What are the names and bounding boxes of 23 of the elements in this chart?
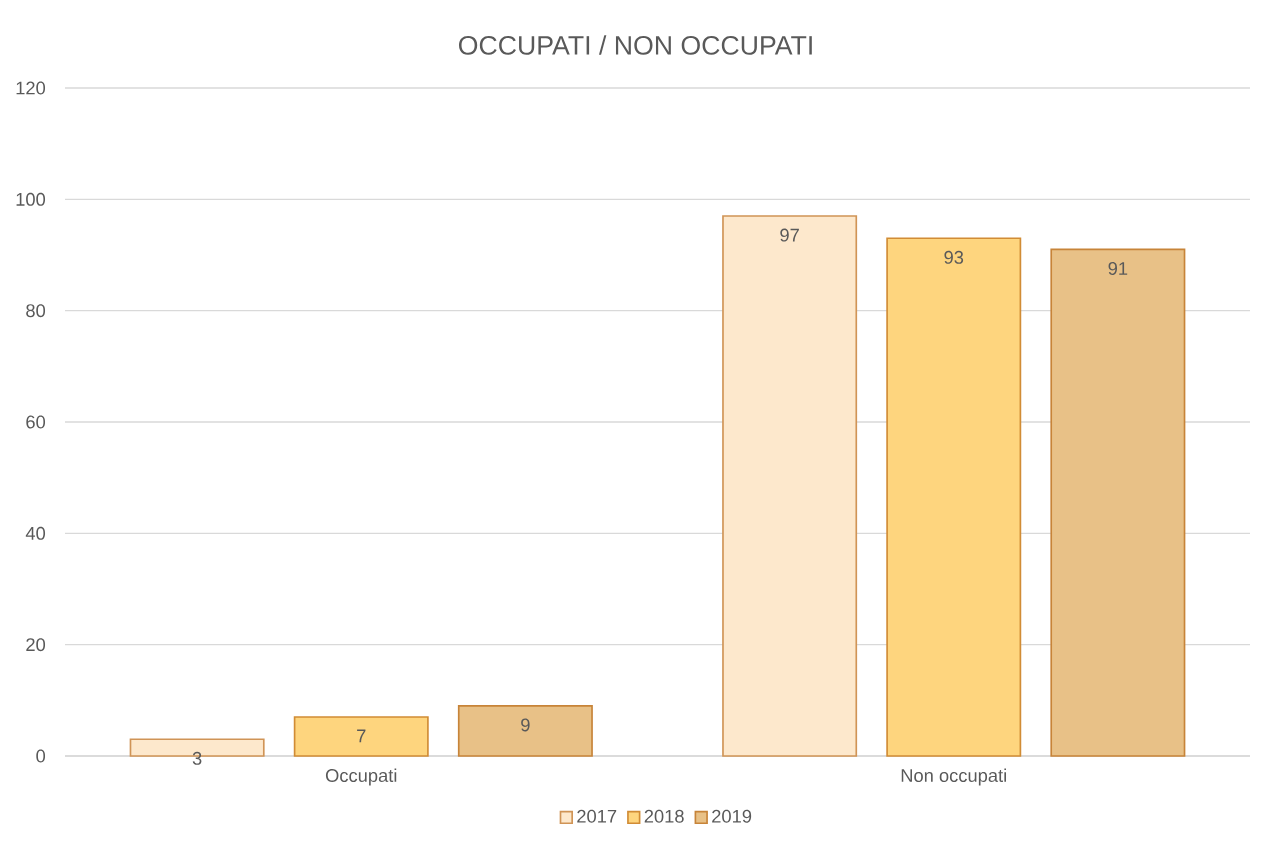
data-label: 7 xyxy=(357,729,366,743)
bar xyxy=(457,705,593,757)
legend-label: 2019 xyxy=(712,809,752,823)
y-tick-label: 80 xyxy=(26,304,46,318)
y-tick-label: 40 xyxy=(25,526,46,540)
bar xyxy=(722,215,858,757)
data-label: 91 xyxy=(1108,262,1128,275)
bar xyxy=(886,237,1022,757)
y-tick-label: 100 xyxy=(16,192,46,206)
x-tick-label: Occupati xyxy=(325,768,397,786)
legend-label: 2017 xyxy=(577,809,617,823)
y-tick-label: 20 xyxy=(26,638,46,652)
y-tick-label: 60 xyxy=(26,415,46,429)
y-tick-label: 0 xyxy=(36,749,46,763)
data-label: 9 xyxy=(521,718,530,732)
data-label: 93 xyxy=(944,250,964,264)
bar xyxy=(293,716,429,757)
bar xyxy=(1050,248,1186,757)
data-label: 97 xyxy=(780,228,799,242)
chart-title: OCCUPATI / NON OCCUPATI xyxy=(458,35,812,55)
y-tick-label: 120 xyxy=(16,81,46,95)
x-tick-label: Non occupati xyxy=(901,768,1006,786)
legend-label: 2018 xyxy=(644,809,684,823)
